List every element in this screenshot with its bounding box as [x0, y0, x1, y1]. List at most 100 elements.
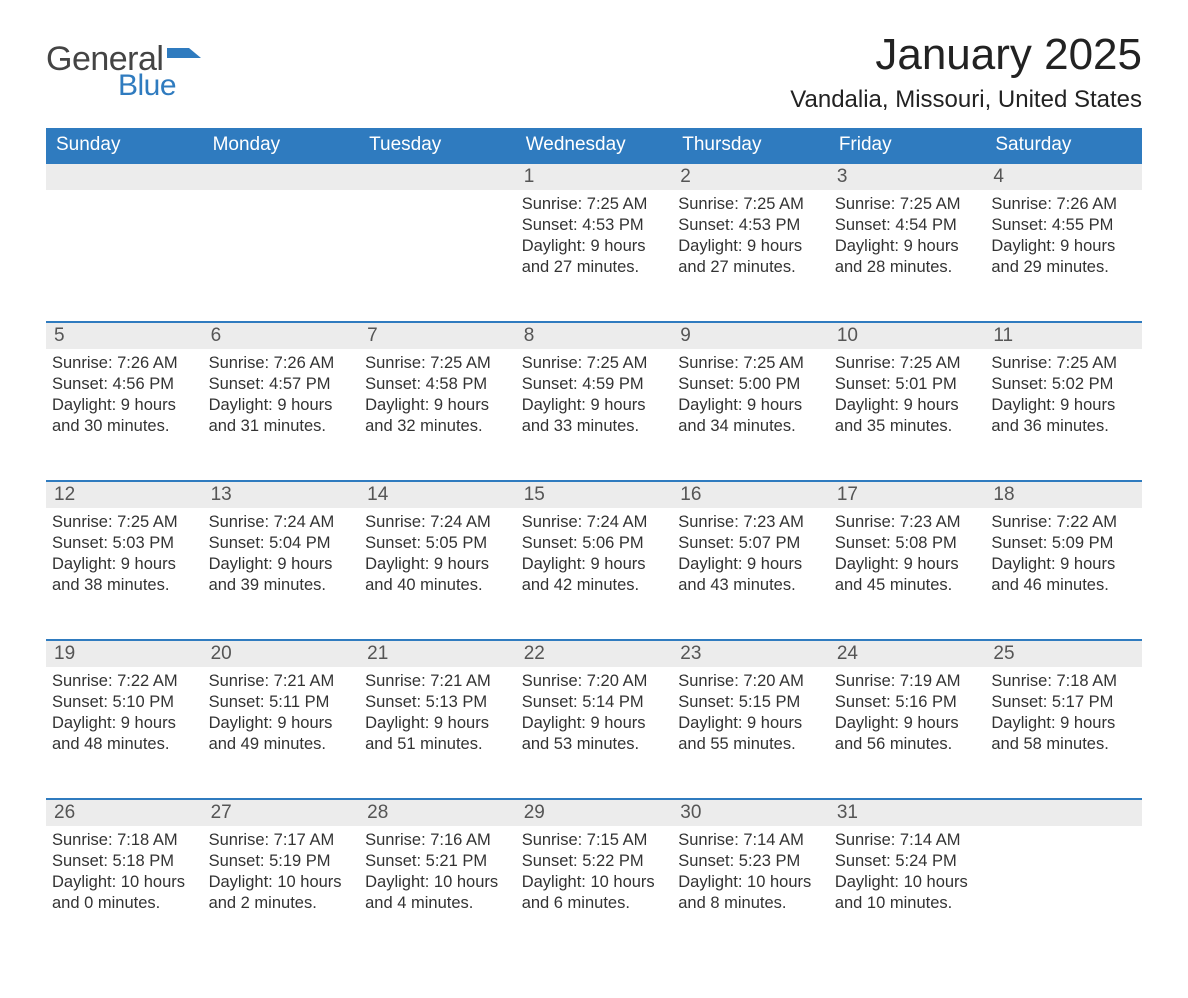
day-number: 24	[837, 643, 858, 664]
day-info-cell: Sunrise: 7:19 AMSunset: 5:16 PMDaylight:…	[829, 667, 986, 799]
day-info: Sunrise: 7:25 AMSunset: 4:59 PMDaylight:…	[516, 349, 673, 447]
weekday-header: Friday	[829, 128, 986, 163]
flag-icon	[167, 46, 201, 68]
day-info-cell: Sunrise: 7:25 AMSunset: 4:58 PMDaylight:…	[359, 349, 516, 481]
day-number-cell: 28	[359, 799, 516, 826]
day-info-cell: Sunrise: 7:25 AMSunset: 4:54 PMDaylight:…	[829, 190, 986, 322]
day-info-cell: Sunrise: 7:25 AMSunset: 5:02 PMDaylight:…	[985, 349, 1142, 481]
day-number: 3	[837, 166, 848, 187]
weekday-header: Saturday	[985, 128, 1142, 163]
day-info: Sunrise: 7:25 AMSunset: 4:53 PMDaylight:…	[672, 190, 829, 288]
brand-word-2: Blue	[118, 69, 201, 103]
day-info-cell: Sunrise: 7:24 AMSunset: 5:05 PMDaylight:…	[359, 508, 516, 640]
day-info-cell: Sunrise: 7:25 AMSunset: 4:53 PMDaylight:…	[672, 190, 829, 322]
day-info-row: Sunrise: 7:25 AMSunset: 4:53 PMDaylight:…	[46, 190, 1142, 322]
day-number: 26	[54, 802, 75, 823]
day-number-cell: 15	[516, 481, 673, 508]
day-number-cell: 21	[359, 640, 516, 667]
day-info: Sunrise: 7:25 AMSunset: 5:03 PMDaylight:…	[46, 508, 203, 606]
brand-logo: General Blue	[46, 30, 201, 103]
day-info-cell: Sunrise: 7:23 AMSunset: 5:07 PMDaylight:…	[672, 508, 829, 640]
page-title: January 2025	[790, 30, 1142, 80]
day-number-cell: 29	[516, 799, 673, 826]
day-number-cell: 31	[829, 799, 986, 826]
day-number: 8	[524, 325, 535, 346]
day-number: 19	[54, 643, 75, 664]
day-info-cell: Sunrise: 7:15 AMSunset: 5:22 PMDaylight:…	[516, 826, 673, 958]
day-info-cell: Sunrise: 7:18 AMSunset: 5:18 PMDaylight:…	[46, 826, 203, 958]
day-info: Sunrise: 7:21 AMSunset: 5:11 PMDaylight:…	[203, 667, 360, 765]
day-info-cell: Sunrise: 7:20 AMSunset: 5:14 PMDaylight:…	[516, 667, 673, 799]
day-info-cell: Sunrise: 7:25 AMSunset: 5:01 PMDaylight:…	[829, 349, 986, 481]
day-number: 4	[993, 166, 1004, 187]
day-number-cell: 30	[672, 799, 829, 826]
day-info-cell: Sunrise: 7:14 AMSunset: 5:23 PMDaylight:…	[672, 826, 829, 958]
day-info-cell: Sunrise: 7:21 AMSunset: 5:13 PMDaylight:…	[359, 667, 516, 799]
day-number-cell: 8	[516, 322, 673, 349]
title-block: January 2025 Vandalia, Missouri, United …	[790, 30, 1142, 114]
day-number: 23	[680, 643, 701, 664]
day-info: Sunrise: 7:26 AMSunset: 4:57 PMDaylight:…	[203, 349, 360, 447]
day-number-cell: 3	[829, 163, 986, 190]
day-info-cell: Sunrise: 7:18 AMSunset: 5:17 PMDaylight:…	[985, 667, 1142, 799]
day-number-row: 262728293031	[46, 799, 1142, 826]
day-info-cell: Sunrise: 7:26 AMSunset: 4:56 PMDaylight:…	[46, 349, 203, 481]
day-info-cell: Sunrise: 7:26 AMSunset: 4:57 PMDaylight:…	[203, 349, 360, 481]
day-number-cell: 13	[203, 481, 360, 508]
day-info: Sunrise: 7:24 AMSunset: 5:06 PMDaylight:…	[516, 508, 673, 606]
page-header: General Blue January 2025 Vandalia, Miss…	[46, 30, 1142, 114]
day-info: Sunrise: 7:25 AMSunset: 4:58 PMDaylight:…	[359, 349, 516, 447]
day-number: 13	[211, 484, 232, 505]
weekday-header: Sunday	[46, 128, 203, 163]
day-number: 11	[993, 325, 1013, 346]
day-info-cell: Sunrise: 7:26 AMSunset: 4:55 PMDaylight:…	[985, 190, 1142, 322]
calendar-table: SundayMondayTuesdayWednesdayThursdayFrid…	[46, 128, 1142, 958]
day-number-cell: 1	[516, 163, 673, 190]
day-number-cell: 12	[46, 481, 203, 508]
day-number: 2	[680, 166, 691, 187]
weekday-header: Tuesday	[359, 128, 516, 163]
day-number: 16	[680, 484, 701, 505]
day-info: Sunrise: 7:23 AMSunset: 5:07 PMDaylight:…	[672, 508, 829, 606]
day-number-cell: 16	[672, 481, 829, 508]
day-number-cell: 17	[829, 481, 986, 508]
day-number: 12	[54, 484, 75, 505]
day-number: 21	[367, 643, 388, 664]
day-number-cell: 24	[829, 640, 986, 667]
day-info-cell: Sunrise: 7:16 AMSunset: 5:21 PMDaylight:…	[359, 826, 516, 958]
weekday-header-row: SundayMondayTuesdayWednesdayThursdayFrid…	[46, 128, 1142, 163]
day-info-row: Sunrise: 7:18 AMSunset: 5:18 PMDaylight:…	[46, 826, 1142, 958]
day-number: 17	[837, 484, 858, 505]
day-number: 5	[54, 325, 65, 346]
day-info: Sunrise: 7:24 AMSunset: 5:04 PMDaylight:…	[203, 508, 360, 606]
day-number-cell: 11	[985, 322, 1142, 349]
location-text: Vandalia, Missouri, United States	[790, 86, 1142, 114]
day-number: 14	[367, 484, 388, 505]
weekday-header: Monday	[203, 128, 360, 163]
day-info-cell: Sunrise: 7:22 AMSunset: 5:10 PMDaylight:…	[46, 667, 203, 799]
day-info: Sunrise: 7:22 AMSunset: 5:09 PMDaylight:…	[985, 508, 1142, 606]
day-number-cell: 26	[46, 799, 203, 826]
day-number: 22	[524, 643, 545, 664]
day-number: 6	[211, 325, 222, 346]
day-info: Sunrise: 7:25 AMSunset: 5:00 PMDaylight:…	[672, 349, 829, 447]
day-info: Sunrise: 7:19 AMSunset: 5:16 PMDaylight:…	[829, 667, 986, 765]
day-number: 31	[837, 802, 858, 823]
day-info-cell: Sunrise: 7:24 AMSunset: 5:04 PMDaylight:…	[203, 508, 360, 640]
day-info-cell: Sunrise: 7:14 AMSunset: 5:24 PMDaylight:…	[829, 826, 986, 958]
weekday-header: Thursday	[672, 128, 829, 163]
day-number-row: 12131415161718	[46, 481, 1142, 508]
empty-day-number	[985, 799, 1142, 826]
empty-day-number	[203, 163, 360, 190]
day-info-cell: Sunrise: 7:24 AMSunset: 5:06 PMDaylight:…	[516, 508, 673, 640]
day-info: Sunrise: 7:24 AMSunset: 5:05 PMDaylight:…	[359, 508, 516, 606]
day-number-cell: 10	[829, 322, 986, 349]
day-number: 7	[367, 325, 378, 346]
day-number-cell: 9	[672, 322, 829, 349]
day-number-cell: 25	[985, 640, 1142, 667]
day-number: 29	[524, 802, 545, 823]
day-info: Sunrise: 7:22 AMSunset: 5:10 PMDaylight:…	[46, 667, 203, 765]
day-number: 25	[993, 643, 1014, 664]
day-info-cell: Sunrise: 7:25 AMSunset: 5:03 PMDaylight:…	[46, 508, 203, 640]
day-info-cell: Sunrise: 7:20 AMSunset: 5:15 PMDaylight:…	[672, 667, 829, 799]
